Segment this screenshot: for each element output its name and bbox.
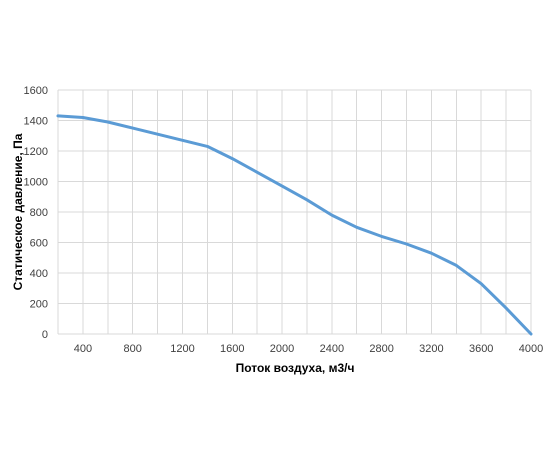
data-point — [106, 120, 109, 124]
y-axis-title: Статическое давление, Па — [11, 133, 25, 290]
grid — [57, 89, 532, 335]
y-tick-label: 1600 — [24, 85, 48, 97]
data-point — [181, 139, 184, 142]
y-tick-label: 800 — [30, 207, 48, 219]
y-tick-label: 400 — [30, 268, 48, 280]
series-lines — [56, 114, 533, 336]
x-tick-label: 3200 — [419, 343, 443, 355]
x-axis-ticks: 400 800 1200 1600 2000 2400 2800 3200 3600 4000 — [74, 343, 544, 355]
data-point — [455, 264, 458, 267]
data-point — [480, 282, 483, 285]
data-point — [56, 114, 60, 118]
y-tick-label: 200 — [30, 299, 48, 311]
x-tick-label: 1200 — [170, 343, 194, 355]
series-line — [56, 114, 533, 336]
y-tick-label: 0 — [42, 329, 48, 341]
x-tick-label: 2000 — [270, 343, 294, 355]
data-point — [206, 145, 209, 148]
x-tick-label: 1600 — [220, 343, 244, 355]
x-tick-label: 400 — [74, 343, 92, 355]
y-tick-label: 600 — [30, 238, 48, 250]
x-tick-label: 3600 — [469, 343, 493, 355]
x-tick-label: 4000 — [519, 343, 543, 355]
data-point — [529, 332, 533, 336]
data-point — [81, 116, 85, 119]
data-point — [504, 306, 508, 310]
y-tick-label: 1200 — [24, 146, 48, 158]
data-point — [231, 157, 234, 160]
data-point — [305, 198, 309, 201]
data-point — [355, 226, 358, 229]
y-tick-label: 1000 — [24, 177, 48, 189]
data-point — [280, 184, 284, 188]
x-tick-label: 800 — [124, 343, 142, 355]
data-point — [255, 171, 259, 174]
data-point — [380, 235, 383, 238]
data-point — [430, 251, 433, 255]
data-point — [330, 213, 334, 217]
data-point — [131, 126, 134, 130]
x-tick-label: 2400 — [320, 343, 344, 355]
x-tick-label: 2800 — [369, 343, 393, 355]
data-point — [405, 242, 408, 246]
data-point — [156, 133, 159, 136]
x-axis-title: Поток воздуха, м3/ч — [236, 361, 355, 375]
y-tick-label: 1400 — [24, 116, 48, 128]
y-axis-ticks: 0 200 400 600 800 1000 1200 1400 1600 — [24, 85, 48, 341]
